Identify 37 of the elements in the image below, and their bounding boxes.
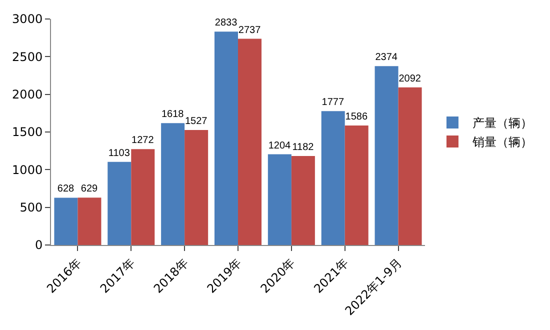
legend-label: 产量（辆） (472, 116, 532, 130)
y-tick-label: 3000 (12, 12, 43, 26)
y-tick-label: 2500 (12, 50, 43, 64)
bar (131, 149, 155, 245)
y-tick-label: 500 (20, 200, 43, 215)
bar (161, 123, 185, 245)
bar (398, 87, 422, 245)
y-tick-label: 0 (34, 238, 43, 252)
bar (238, 38, 262, 245)
y-tick-label: 1500 (12, 125, 43, 140)
bar (184, 130, 208, 245)
bar (321, 111, 345, 245)
data-label: 2374 (375, 52, 398, 64)
data-label: 629 (80, 184, 98, 195)
y-tick-label: 1000 (12, 162, 43, 177)
bar (291, 156, 315, 245)
bar (214, 32, 238, 245)
bar (268, 154, 292, 245)
data-label: 2092 (398, 73, 422, 84)
bar (344, 126, 368, 245)
bar (108, 162, 132, 245)
bar (374, 66, 398, 245)
data-label: 1618 (161, 109, 184, 120)
data-label: 628 (57, 184, 75, 195)
bar (78, 198, 102, 245)
legend-label: 销量（辆） (471, 135, 532, 150)
data-label: 1527 (184, 116, 208, 127)
data-label: 1182 (292, 142, 314, 153)
data-label: 1272 (132, 135, 154, 146)
data-label: 1103 (108, 148, 130, 159)
data-label: 1204 (268, 140, 292, 152)
data-label: 2833 (214, 18, 238, 29)
data-label: 2737 (238, 24, 262, 36)
y-tick-label: 2000 (12, 88, 43, 102)
bar (54, 198, 78, 245)
data-label: 1777 (322, 97, 344, 108)
data-label: 1586 (345, 112, 368, 123)
